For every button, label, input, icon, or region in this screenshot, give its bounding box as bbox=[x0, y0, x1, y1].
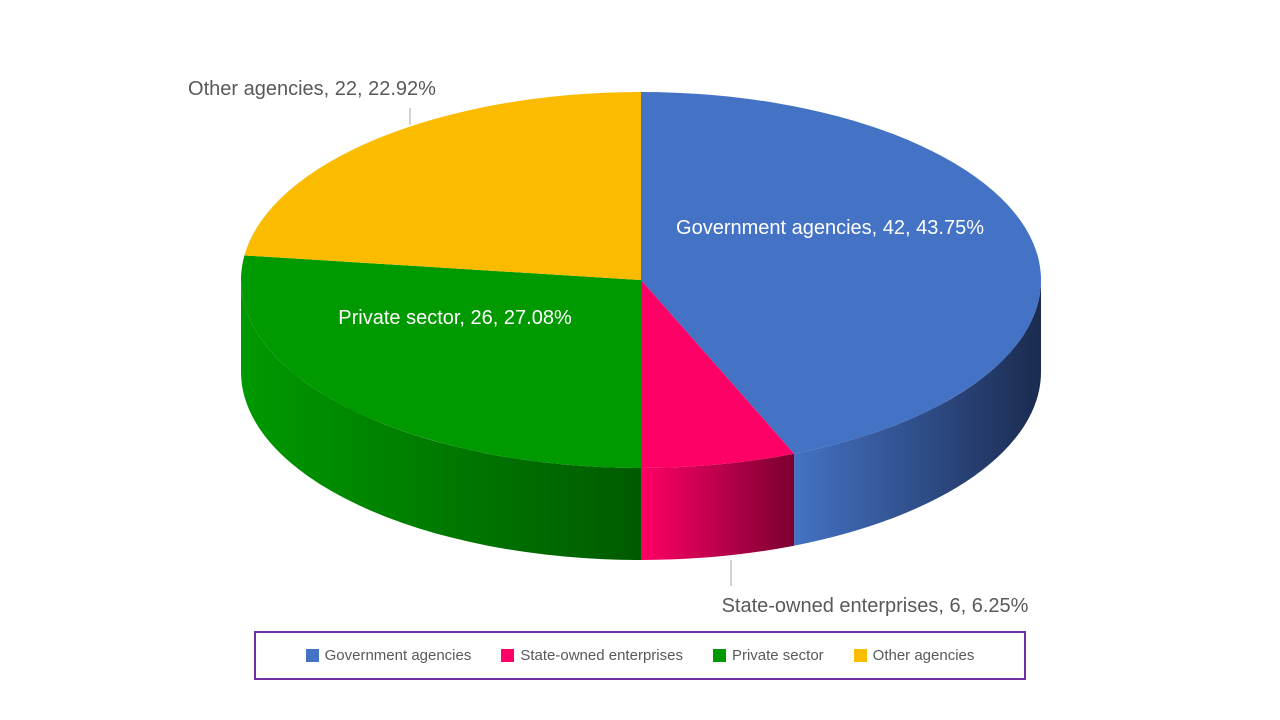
pie-side-state-owned-enterprises bbox=[641, 453, 795, 560]
legend-item-private: Private sector bbox=[712, 647, 824, 664]
pie-slice-private-sector bbox=[240, 255, 641, 468]
data-label-government: Government agencies, 42, 43.75% bbox=[676, 217, 984, 239]
legend-label: Private sector bbox=[731, 647, 824, 664]
pie-slice-other-agencies bbox=[244, 92, 641, 280]
legend-label: Other agencies bbox=[872, 647, 975, 664]
legend-swatch bbox=[305, 649, 319, 662]
pie-side-private-sector bbox=[241, 280, 641, 560]
legend-swatch bbox=[853, 649, 867, 662]
pie-side-government-agencies bbox=[794, 280, 1041, 546]
chart-legend: Government agencies State-owned enterpri… bbox=[254, 631, 1026, 680]
legend-item-other: Other agencies bbox=[853, 647, 975, 664]
data-label-private: Private sector, 26, 27.08% bbox=[338, 307, 572, 329]
legend-item-government: Government agencies bbox=[305, 647, 472, 664]
legend-item-state-owned: State-owned enterprises bbox=[501, 647, 683, 664]
pie-slice-government-agencies bbox=[641, 92, 1041, 454]
legend-swatch bbox=[501, 649, 515, 662]
pie-slice-state-owned-enterprises bbox=[641, 280, 795, 468]
data-label-other: Other agencies, 22, 22.92% bbox=[188, 78, 436, 100]
legend-label: Government agencies bbox=[324, 647, 472, 664]
legend-label: State-owned enterprises bbox=[520, 647, 683, 664]
data-label-state-owned: State-owned enterprises, 6, 6.25% bbox=[722, 595, 1029, 617]
pie-chart-svg: Government agencies, 42, 43.75% Private s… bbox=[188, 78, 1041, 617]
legend-swatch bbox=[712, 649, 726, 662]
